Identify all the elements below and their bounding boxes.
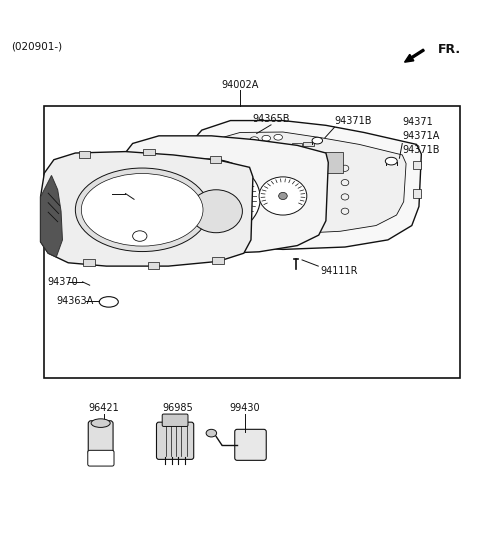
Bar [79,151,90,158]
Ellipse shape [203,193,215,203]
Bar [44,106,459,378]
Ellipse shape [262,135,271,141]
FancyArrow shape [405,49,424,62]
Bar [143,149,155,155]
Ellipse shape [274,134,282,140]
Ellipse shape [240,189,250,197]
Polygon shape [40,176,62,257]
Text: 94371B: 94371B [335,117,372,126]
Polygon shape [118,136,328,254]
Text: 94371
94371A
94371B: 94371 94371A 94371B [402,117,440,155]
Text: 94002A: 94002A [221,79,259,90]
FancyBboxPatch shape [156,422,194,459]
Ellipse shape [259,177,307,215]
Text: FR.: FR. [438,43,461,56]
Ellipse shape [75,168,209,251]
Ellipse shape [240,200,250,207]
Ellipse shape [132,231,147,241]
Text: 99430: 99430 [229,403,260,413]
Text: 94360B: 94360B [73,188,110,199]
Text: 94370: 94370 [48,277,78,287]
Ellipse shape [190,190,242,233]
Ellipse shape [99,296,118,307]
Ellipse shape [81,173,203,246]
Bar [84,259,95,266]
FancyBboxPatch shape [88,451,114,466]
Bar [303,142,314,146]
Ellipse shape [157,159,260,238]
Bar [413,189,421,198]
Ellipse shape [250,137,259,142]
Text: 94363A: 94363A [56,296,94,306]
Ellipse shape [312,137,323,144]
Ellipse shape [91,419,110,427]
Bar [212,257,224,264]
Bar [148,262,159,268]
Polygon shape [40,151,253,266]
Bar [291,142,302,147]
Text: 94111R: 94111R [320,266,358,277]
FancyBboxPatch shape [235,429,266,460]
Text: (020901-): (020901-) [11,42,62,52]
Ellipse shape [279,192,287,200]
Ellipse shape [341,165,349,171]
Bar [413,161,421,169]
FancyBboxPatch shape [162,414,188,426]
Text: 96421: 96421 [89,403,120,413]
Bar [307,151,343,173]
Ellipse shape [341,179,349,186]
Text: 94365B: 94365B [252,114,290,125]
Polygon shape [192,132,406,234]
Ellipse shape [206,429,216,437]
Ellipse shape [341,208,349,214]
Polygon shape [180,121,421,249]
Ellipse shape [240,179,250,186]
Ellipse shape [341,194,349,200]
Text: 96985: 96985 [163,403,193,413]
FancyBboxPatch shape [88,420,113,455]
Bar [210,156,221,163]
Ellipse shape [385,157,397,165]
